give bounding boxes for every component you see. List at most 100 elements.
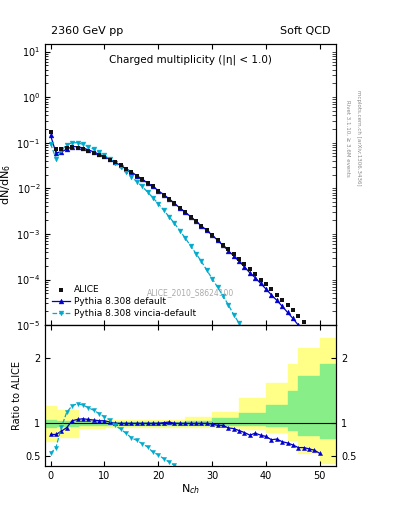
Pythia 8.308 vincia-default: [48, 141, 53, 147]
Pythia 8.308 vincia-default: [86, 143, 91, 150]
ALICE: [112, 158, 118, 166]
ALICE: [317, 334, 323, 342]
Pythia 8.308 vincia-default: [156, 201, 161, 207]
ALICE: [247, 265, 253, 273]
Text: mcplots.cern.ch [arXiv:1306.3436]: mcplots.cern.ch [arXiv:1306.3436]: [356, 91, 361, 186]
ALICE: [64, 144, 70, 152]
Pythia 8.308 default: [134, 173, 139, 179]
ALICE: [48, 127, 54, 136]
Y-axis label: Ratio to ALICE: Ratio to ALICE: [12, 361, 22, 430]
ALICE: [160, 191, 167, 199]
Text: Charged multiplicity (|η| < 1.0): Charged multiplicity (|η| < 1.0): [109, 55, 272, 66]
Pythia 8.308 vincia-default: [151, 195, 155, 201]
ALICE: [279, 295, 285, 304]
ALICE: [198, 222, 204, 230]
Pythia 8.308 vincia-default: [183, 235, 187, 241]
Pythia 8.308 vincia-default: [118, 164, 123, 170]
Pythia 8.308 vincia-default: [161, 207, 166, 214]
Pythia 8.308 vincia-default: [237, 320, 241, 326]
ALICE: [187, 212, 194, 221]
ALICE: [118, 161, 124, 169]
ALICE: [80, 145, 86, 153]
Pythia 8.308 vincia-default: [145, 189, 150, 195]
Y-axis label: dN/dN$_6$: dN/dN$_6$: [0, 164, 13, 205]
Pythia 8.308 vincia-default: [178, 227, 182, 233]
ALICE: [204, 226, 210, 234]
Pythia 8.308 vincia-default: [172, 220, 177, 226]
Pythia 8.308 default: [129, 169, 134, 175]
Pythia 8.308 vincia-default: [204, 267, 209, 273]
Pythia 8.308 vincia-default: [188, 243, 193, 249]
Pythia 8.308 default: [107, 156, 112, 162]
ALICE: [155, 186, 162, 195]
Pythia 8.308 vincia-default: [124, 169, 129, 175]
ALICE: [171, 199, 178, 207]
Line: Pythia 8.308 vincia-default: Pythia 8.308 vincia-default: [48, 140, 252, 345]
ALICE: [311, 329, 318, 337]
Pythia 8.308 default: [242, 264, 247, 270]
Pythia 8.308 vincia-default: [167, 214, 171, 220]
ALICE: [96, 151, 102, 159]
Pythia 8.308 vincia-default: [226, 302, 231, 308]
Pythia 8.308 vincia-default: [199, 259, 204, 265]
Pythia 8.308 vincia-default: [91, 146, 96, 152]
Line: Pythia 8.308 default: Pythia 8.308 default: [48, 133, 322, 353]
ALICE: [101, 153, 108, 161]
ALICE: [257, 275, 264, 284]
ALICE: [150, 182, 156, 190]
Pythia 8.308 vincia-default: [194, 250, 198, 257]
ALICE: [182, 208, 188, 216]
Pythia 8.308 vincia-default: [220, 293, 225, 299]
ALICE: [85, 147, 92, 155]
ALICE: [90, 149, 97, 157]
Pythia 8.308 vincia-default: [70, 140, 75, 146]
ALICE: [215, 236, 221, 244]
Legend: ALICE, Pythia 8.308 default, Pythia 8.308 vincia-default: ALICE, Pythia 8.308 default, Pythia 8.30…: [50, 283, 199, 321]
Pythia 8.308 vincia-default: [140, 183, 145, 189]
Pythia 8.308 vincia-default: [102, 152, 107, 158]
ALICE: [220, 241, 226, 249]
ALICE: [285, 302, 291, 310]
ALICE: [225, 245, 231, 253]
ALICE: [58, 145, 64, 153]
ALICE: [193, 217, 199, 225]
Pythia 8.308 vincia-default: [113, 160, 118, 166]
Pythia 8.308 vincia-default: [215, 284, 220, 290]
ALICE: [53, 145, 59, 153]
ALICE: [209, 231, 215, 239]
ALICE: [177, 204, 183, 212]
Pythia 8.308 default: [226, 248, 231, 254]
ALICE: [241, 260, 248, 268]
Pythia 8.308 vincia-default: [210, 275, 215, 282]
Text: Soft QCD: Soft QCD: [280, 27, 330, 36]
Text: ALICE_2010_S8624100: ALICE_2010_S8624100: [147, 288, 234, 297]
Pythia 8.308 vincia-default: [129, 174, 134, 180]
Pythia 8.308 vincia-default: [53, 156, 58, 162]
Pythia 8.308 vincia-default: [59, 147, 64, 154]
ALICE: [69, 143, 75, 152]
ALICE: [134, 172, 140, 180]
Pythia 8.308 vincia-default: [231, 311, 236, 317]
X-axis label: N$_{ch}$: N$_{ch}$: [181, 482, 200, 496]
ALICE: [139, 175, 145, 183]
Pythia 8.308 vincia-default: [97, 149, 101, 155]
ALICE: [107, 156, 113, 164]
ALICE: [252, 270, 258, 279]
ALICE: [166, 195, 172, 203]
Pythia 8.308 vincia-default: [75, 140, 80, 146]
ALICE: [236, 255, 242, 263]
ALICE: [263, 281, 269, 289]
Text: Rivet 3.1.10, ≥ 3.6M events: Rivet 3.1.10, ≥ 3.6M events: [345, 100, 350, 177]
ALICE: [231, 250, 237, 258]
ALICE: [290, 306, 296, 314]
Text: 2360 GeV pp: 2360 GeV pp: [51, 27, 123, 36]
ALICE: [128, 168, 134, 176]
Pythia 8.308 vincia-default: [64, 142, 69, 148]
ALICE: [123, 164, 129, 173]
Pythia 8.308 vincia-default: [134, 179, 139, 185]
ALICE: [295, 312, 301, 320]
Pythia 8.308 vincia-default: [81, 141, 85, 147]
ALICE: [306, 323, 312, 331]
ALICE: [144, 179, 151, 187]
Pythia 8.308 vincia-default: [248, 339, 252, 346]
